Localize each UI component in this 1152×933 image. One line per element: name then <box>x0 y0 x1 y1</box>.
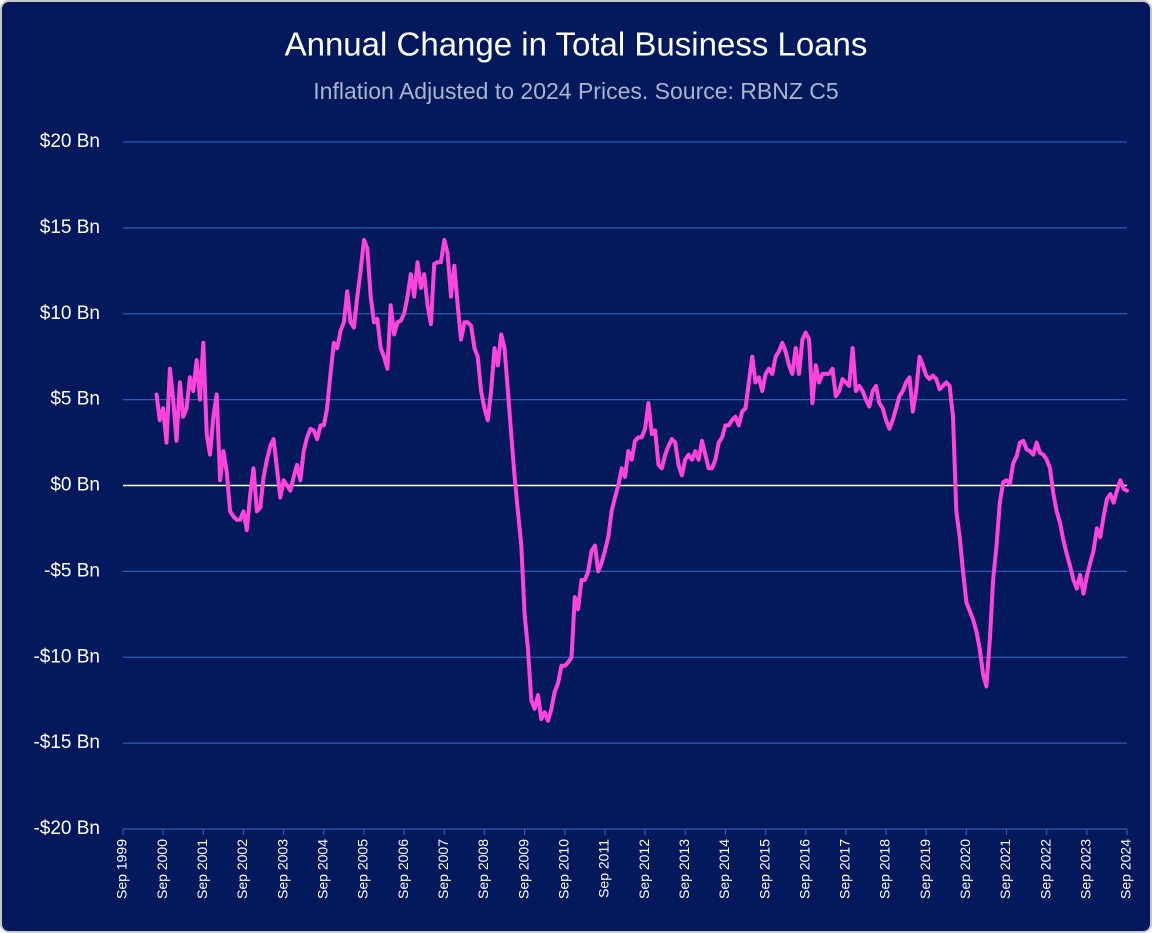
x-tick-label: Sep 2002 <box>234 839 250 899</box>
x-tick-label: Sep 2003 <box>274 839 290 899</box>
y-tick-label: -$20 Bn <box>33 818 100 839</box>
x-tick-label: Sep 2021 <box>997 839 1013 899</box>
x-tick-label: Sep 2007 <box>435 839 451 899</box>
x-tick-label: Sep 2008 <box>475 839 491 899</box>
x-tick-label: Sep 2018 <box>877 839 893 899</box>
x-tick-label: Sep 2016 <box>796 839 812 899</box>
chart-subtitle: Inflation Adjusted to 2024 Prices. Sourc… <box>313 78 838 104</box>
y-tick-label: -$5 Bn <box>44 560 100 581</box>
y-tick-label: -$15 Bn <box>33 732 100 753</box>
x-tick-label: Sep 2001 <box>194 839 210 899</box>
y-tick-label: -$10 Bn <box>33 646 100 667</box>
x-tick-label: Sep 1999 <box>114 839 130 899</box>
x-tick-label: Sep 2011 <box>596 839 612 898</box>
x-tick-label: Sep 2023 <box>1078 839 1094 899</box>
x-tick-label: Sep 2013 <box>676 839 692 899</box>
x-tick-label: Sep 2020 <box>957 839 973 899</box>
x-tick-label: Sep 2006 <box>395 839 411 899</box>
x-tick-label: Sep 2012 <box>636 839 652 899</box>
y-tick-label: $10 Bn <box>40 303 100 324</box>
x-tick-label: Sep 2022 <box>1037 839 1053 899</box>
x-tick-label: Sep 2010 <box>555 839 571 899</box>
x-tick-label: Sep 2000 <box>154 839 170 899</box>
x-tick-label: Sep 2004 <box>315 839 331 899</box>
x-tick-label: Sep 2014 <box>716 839 732 899</box>
x-tick-label: Sep 2005 <box>355 839 371 899</box>
x-tick-label: Sep 2024 <box>1118 839 1134 899</box>
y-tick-label: $15 Bn <box>40 217 100 238</box>
x-tick-label: Sep 2015 <box>756 839 772 899</box>
chart-title: Annual Change in Total Business Loans <box>285 26 868 63</box>
x-tick-label: Sep 2019 <box>917 839 933 899</box>
y-tick-label: $0 Bn <box>50 475 100 496</box>
x-tick-label: Sep 2017 <box>837 839 853 899</box>
data-line <box>154 237 1129 723</box>
y-tick-label: $5 Bn <box>50 389 100 410</box>
x-tick-label: Sep 2009 <box>515 839 531 899</box>
y-tick-label: $20 Bn <box>40 131 100 152</box>
